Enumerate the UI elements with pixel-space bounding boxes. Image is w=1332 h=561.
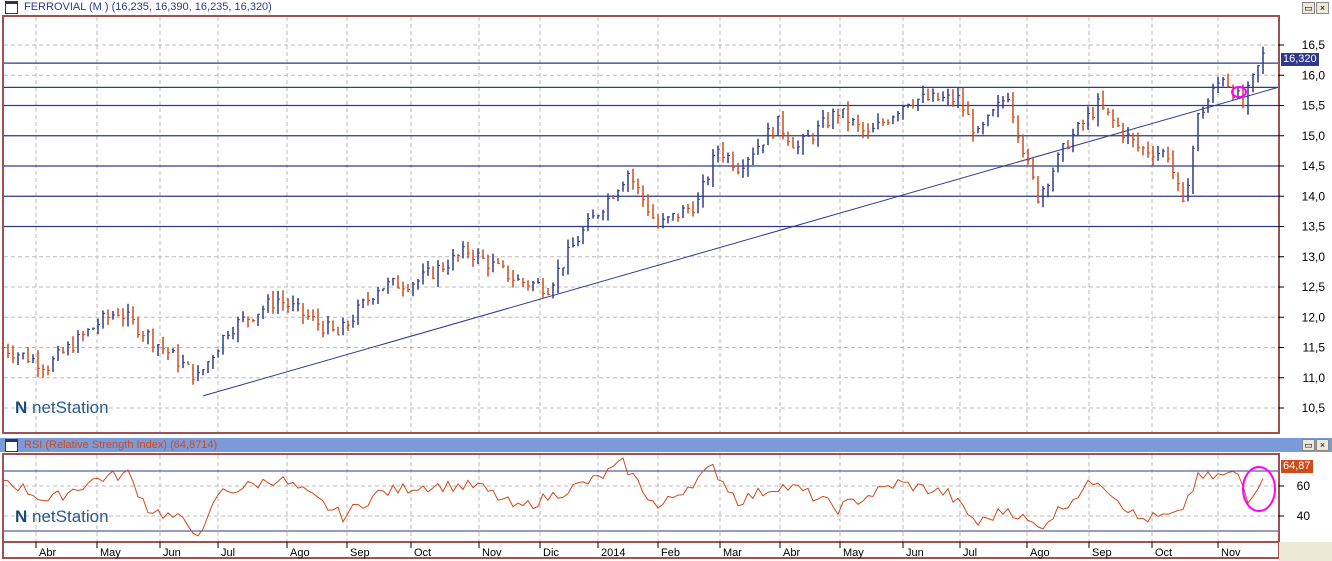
netstation-logo: N netStation bbox=[15, 398, 109, 417]
price-chart-window: FERROVIAL (M ) (16,235, 16,390, 16,235, … bbox=[0, 0, 1332, 436]
axis-corner bbox=[1279, 542, 1332, 561]
highlight-circle bbox=[1242, 466, 1276, 512]
highlight-circle bbox=[1231, 86, 1247, 98]
ytick-label: 60 bbox=[1297, 479, 1311, 493]
rsi-window: RSI (Relative Strength Index) (64,8714) … bbox=[0, 436, 1332, 561]
price-window-titlebar[interactable]: FERROVIAL (M ) (16,235, 16,390, 16,235, … bbox=[0, 0, 1332, 14]
xtick-label: Sep bbox=[350, 547, 370, 559]
xtick-label: Feb bbox=[661, 547, 680, 559]
rsi-line bbox=[2, 457, 1264, 537]
ytick-label: 12,5 bbox=[1302, 280, 1326, 294]
ytick-label: 13,5 bbox=[1302, 220, 1326, 234]
ytick-label: 12,0 bbox=[1302, 310, 1326, 324]
ytick-label: 16,5 bbox=[1302, 38, 1326, 52]
ytick-label: 16,0 bbox=[1302, 68, 1326, 82]
rsi-window-title: RSI (Relative Strength Index) (64,8714) bbox=[24, 439, 218, 451]
window-icon bbox=[5, 438, 18, 452]
xtick-label: May bbox=[843, 547, 864, 559]
xtick-label: Mar bbox=[723, 547, 742, 559]
xtick-label: Abr bbox=[783, 547, 800, 559]
xtick-label: Oct bbox=[1155, 547, 1172, 559]
xtick-label: May bbox=[100, 547, 121, 559]
plot-frame bbox=[2, 453, 1280, 543]
xtick-label: Sep bbox=[1092, 547, 1112, 559]
last-rsi-tag: 64,87 bbox=[1281, 460, 1313, 473]
xtick-label: Jun bbox=[906, 547, 924, 559]
ytick-label: 14,5 bbox=[1302, 159, 1326, 173]
xtick-label: 2014 bbox=[601, 547, 625, 559]
ytick-label: 11,5 bbox=[1303, 341, 1326, 355]
rsi-chart[interactable]: Abr May Jun Jul Ago Sep Oct Nov Dic 2014 Feb Mar Abr… bbox=[0, 436, 1332, 561]
plot-frame bbox=[2, 15, 1280, 434]
last-price-tag: 16,320 bbox=[1281, 53, 1319, 66]
xtick-label: Jun bbox=[163, 547, 181, 559]
xtick-label: Oct bbox=[414, 547, 431, 559]
time-axis bbox=[2, 541, 1280, 559]
netstation-logo: N netStation bbox=[15, 507, 109, 526]
xtick-label: Ago bbox=[290, 547, 310, 559]
trendline bbox=[202, 86, 1279, 397]
ytick-label: 14,0 bbox=[1302, 189, 1326, 203]
xtick-label: Jul bbox=[963, 547, 977, 559]
logo-text: netStation bbox=[32, 398, 109, 417]
ytick-label: 11,0 bbox=[1303, 371, 1326, 385]
maximize-button[interactable]: ▭ bbox=[1302, 439, 1315, 451]
xtick-label: Dic bbox=[543, 547, 559, 559]
xtick-label: Nov bbox=[482, 547, 502, 559]
xtick-label: Jul bbox=[221, 547, 235, 559]
price-window-title: FERROVIAL (M ) (16,235, 16,390, 16,235, … bbox=[24, 1, 272, 13]
ytick-label: 15,0 bbox=[1302, 129, 1326, 143]
close-button[interactable]: × bbox=[1316, 2, 1329, 14]
ytick-label: 15,5 bbox=[1302, 99, 1326, 113]
window-icon bbox=[5, 0, 18, 14]
close-button[interactable]: × bbox=[1316, 439, 1329, 451]
maximize-button[interactable]: ▭ bbox=[1302, 2, 1315, 14]
xtick-label: Nov bbox=[1221, 547, 1241, 559]
ytick-label: 10,5 bbox=[1302, 401, 1326, 415]
ytick-label: 40 bbox=[1297, 509, 1311, 523]
xtick-label: Ago bbox=[1030, 547, 1050, 559]
logo-text: netStation bbox=[32, 507, 109, 526]
ytick-label: 13,0 bbox=[1302, 250, 1326, 264]
xtick-label: Abr bbox=[39, 547, 56, 559]
price-chart[interactable]: 16,5 16,0 15,5 15,0 14,5 14,0 13,5 13,0 12,5 12,0… bbox=[0, 0, 1332, 436]
rsi-window-titlebar[interactable]: RSI (Relative Strength Index) (64,8714) … bbox=[0, 438, 1332, 452]
